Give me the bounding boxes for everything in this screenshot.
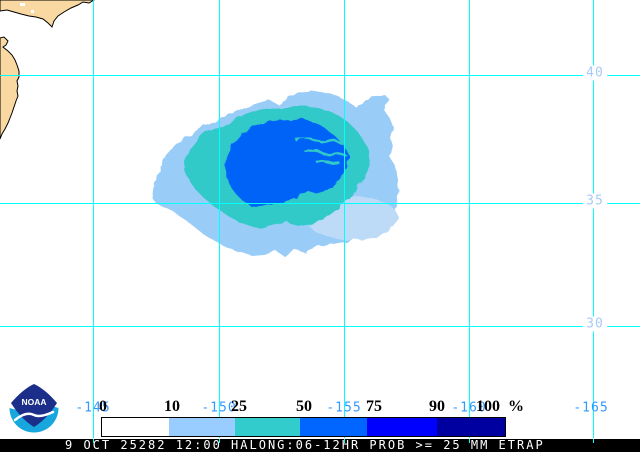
colorbar bbox=[101, 417, 506, 437]
colorbar-tick-label: 100 bbox=[476, 398, 500, 415]
colorbar-segment-0-10 bbox=[102, 418, 169, 436]
colorbar-tick-label: 90 bbox=[429, 398, 445, 415]
colorbar-segment-75-90 bbox=[367, 418, 437, 436]
colorbar-tick-label: 50 bbox=[296, 398, 312, 415]
status-text: 9 OCT 25282 12:00 HALONG:06-12HR PROB >=… bbox=[65, 438, 545, 452]
colorbar-segment-10-25 bbox=[169, 418, 235, 436]
grid-tick bbox=[469, 439, 470, 443]
latitude-label: 40 bbox=[583, 65, 607, 81]
latitude-label: 35 bbox=[583, 193, 607, 209]
noaa-logo: NOAA bbox=[8, 382, 60, 434]
colorbar-tick-label: 10 bbox=[164, 398, 180, 415]
longitude-label: -165 bbox=[573, 400, 609, 416]
landmass bbox=[0, 0, 95, 140]
latitude-label: 30 bbox=[583, 316, 607, 332]
land-northern-coast bbox=[0, 0, 95, 28]
logo-text: NOAA bbox=[21, 397, 46, 407]
colorbar-segment-90-100 bbox=[437, 418, 505, 436]
land-western-coast bbox=[0, 36, 20, 140]
grid-tick bbox=[593, 439, 594, 443]
colorbar-tick-label: 25 bbox=[231, 398, 247, 415]
longitude-label: -145 bbox=[75, 400, 111, 416]
gull-icon bbox=[13, 410, 55, 422]
lat-lon-grid bbox=[0, 0, 640, 438]
precip-streak bbox=[304, 148, 347, 158]
status-bar: 9 OCT 25282 12:00 HALONG:06-12HR PROB >=… bbox=[0, 439, 640, 452]
colorbar-segment-50-75 bbox=[300, 418, 367, 436]
land-lake bbox=[31, 10, 34, 13]
precip-streak bbox=[295, 137, 343, 145]
longitude-label: -150 bbox=[201, 400, 237, 416]
longitude-label: -155 bbox=[326, 400, 362, 416]
grid-tick bbox=[219, 439, 220, 443]
grid-tick bbox=[93, 439, 94, 443]
grid-tick bbox=[344, 439, 345, 443]
precipitation-probability-blob bbox=[152, 91, 399, 257]
colorbar-segment-25-50 bbox=[235, 418, 300, 436]
land-lake bbox=[20, 3, 25, 6]
longitude-label: -160 bbox=[451, 400, 487, 416]
colorbar-tick-label: % bbox=[508, 398, 524, 415]
colorbar-tick-label: 0 bbox=[99, 398, 107, 415]
precip-streak bbox=[315, 159, 342, 166]
colorbar-tick-label: 75 bbox=[366, 398, 382, 415]
